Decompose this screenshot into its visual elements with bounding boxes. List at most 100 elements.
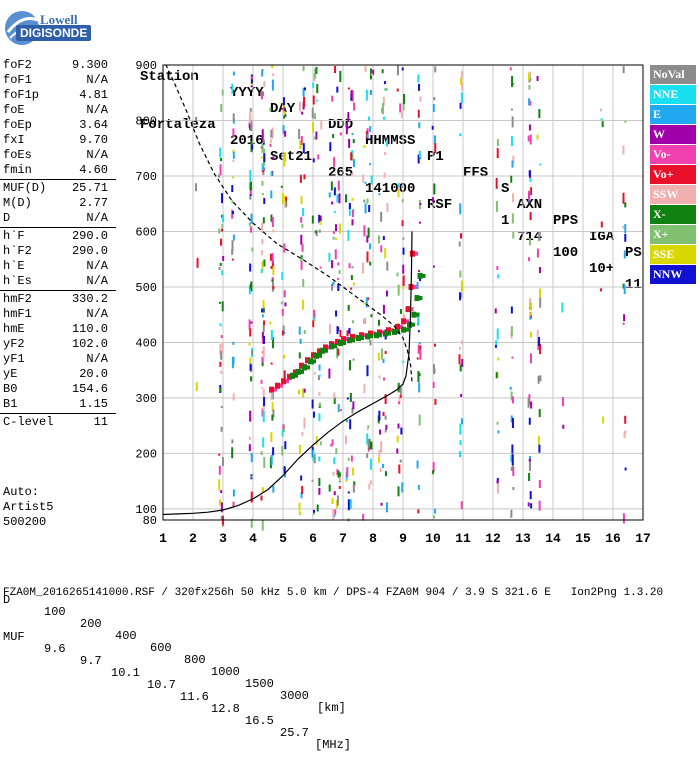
- echo-noise-mark: [300, 475, 303, 481]
- echo-noise-mark: [601, 121, 604, 128]
- echo-noise-mark: [460, 418, 463, 425]
- echo-noise-mark: [249, 193, 252, 196]
- echo-noise-mark: [248, 121, 251, 128]
- echo-noise-mark: [397, 182, 400, 187]
- echo-noise-mark: [328, 252, 331, 262]
- echo-noise-mark: [459, 270, 462, 278]
- echo-noise-mark: [328, 192, 331, 198]
- echo-noise-mark: [459, 364, 462, 372]
- echo-noise-mark: [261, 180, 264, 186]
- echo-noise-mark: [399, 394, 402, 398]
- echo-noise-mark: [348, 327, 351, 334]
- trace-point: [379, 333, 382, 338]
- echo-noise-mark: [539, 375, 542, 382]
- echo-noise-mark: [368, 204, 371, 212]
- echo-noise-mark: [248, 444, 251, 452]
- echo-noise-mark: [270, 431, 273, 442]
- echo-noise-mark: [220, 103, 223, 112]
- parameter-value: N/A: [86, 352, 108, 366]
- echo-noise-mark: [366, 297, 369, 301]
- echo-noise-mark: [351, 154, 354, 161]
- trace-point: [295, 373, 298, 378]
- distance-muf-table: D 100 200 400 600 800 1000 1500 3000 [km…: [3, 558, 363, 751]
- echo-noise-mark: [459, 203, 462, 215]
- echo-noise-mark: [396, 448, 399, 454]
- echo-noise-mark: [221, 214, 224, 218]
- echo-noise-mark: [218, 266, 221, 270]
- x-tick-label: 5: [279, 531, 287, 546]
- trace-point: [323, 344, 328, 351]
- echo-noise-mark: [232, 356, 235, 365]
- echo-noise-mark: [195, 183, 198, 192]
- echo-noise-mark: [369, 163, 372, 166]
- echo-noise-mark: [299, 139, 302, 149]
- echo-noise-mark: [261, 356, 264, 363]
- echo-noise-mark: [381, 103, 384, 115]
- muf-value: 16.5: [245, 714, 274, 728]
- muf-value: 9.6: [44, 642, 66, 656]
- echo-noise-mark: [339, 70, 342, 82]
- echo-noise-mark: [419, 345, 422, 351]
- echo-noise-mark: [332, 281, 335, 286]
- echo-noise-mark: [218, 465, 221, 475]
- echo-noise-mark: [561, 397, 564, 407]
- trace-point: [341, 336, 346, 343]
- echo-noise-mark: [367, 227, 370, 238]
- echo-noise-mark: [269, 107, 272, 112]
- echo-noise-mark: [385, 290, 388, 297]
- echo-noise-mark: [382, 304, 385, 314]
- echo-noise-mark: [368, 339, 371, 343]
- parameter-value: N/A: [86, 274, 108, 288]
- parameter-name: foF1p: [3, 88, 40, 102]
- parameter-value: 110.0: [71, 322, 108, 336]
- echo-noise-mark: [496, 328, 499, 340]
- echo-noise-mark: [348, 204, 351, 216]
- echo-noise-mark: [332, 471, 335, 476]
- x-tick-label: 8: [369, 531, 377, 546]
- trace-point: [361, 336, 364, 340]
- echo-noise-mark: [510, 326, 513, 337]
- echo-noise-mark: [352, 467, 355, 476]
- echo-noise-mark: [248, 181, 251, 190]
- echo-noise-mark: [536, 76, 539, 82]
- echo-noise-mark: [261, 91, 264, 97]
- echo-noise-mark: [250, 518, 253, 528]
- echo-noise-mark: [262, 307, 265, 313]
- echo-noise-mark: [381, 463, 384, 468]
- parameter-separator: [0, 179, 116, 180]
- echo-noise-mark: [347, 112, 350, 123]
- echo-noise-mark: [271, 79, 274, 91]
- echo-noise-mark: [528, 456, 531, 462]
- parameter-row: foEs N/A: [0, 148, 118, 163]
- echo-noise-mark: [511, 444, 514, 454]
- muf-value: 12.8: [211, 702, 240, 716]
- echo-noise-mark: [379, 429, 382, 435]
- echo-noise-mark: [538, 480, 541, 489]
- echo-noise-mark: [260, 156, 263, 159]
- echo-noise-mark: [222, 255, 225, 261]
- trace-point: [370, 334, 373, 339]
- trace-point: [359, 332, 364, 339]
- echo-noise-mark: [249, 195, 252, 200]
- echo-noise-mark: [220, 370, 223, 374]
- echo-noise-mark: [417, 109, 420, 118]
- echo-noise-mark: [511, 454, 514, 466]
- echo-noise-mark: [539, 163, 542, 166]
- echo-noise-mark: [300, 196, 303, 205]
- echo-noise-mark: [315, 131, 318, 140]
- echo-noise-mark: [315, 435, 318, 445]
- x-tick-label: 17: [635, 531, 651, 546]
- echo-noise-mark: [402, 264, 405, 274]
- echo-noise-mark: [353, 102, 356, 111]
- echo-noise-mark: [338, 485, 341, 489]
- echo-noise-mark: [396, 272, 399, 277]
- echo-noise-mark: [363, 144, 366, 148]
- parameter-name: foEp: [3, 118, 32, 132]
- echo-noise-mark: [219, 323, 222, 327]
- echo-noise-mark: [302, 208, 305, 217]
- echo-noise-mark: [511, 75, 514, 87]
- echo-noise-mark: [311, 215, 314, 224]
- parameter-name: yE: [3, 367, 18, 381]
- echo-noise-mark: [460, 393, 463, 397]
- echo-noise-mark: [219, 361, 222, 367]
